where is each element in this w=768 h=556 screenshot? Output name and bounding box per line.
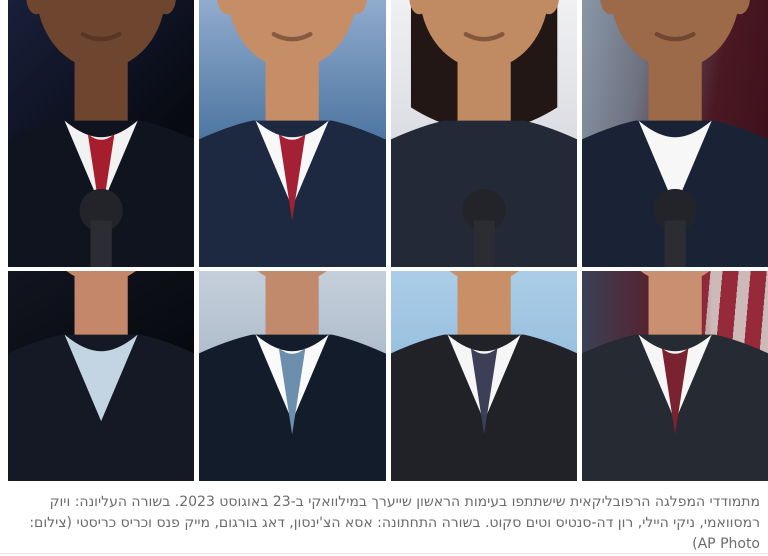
photo-doug-burgum — [390, 271, 577, 481]
photo-ron-desantis — [199, 0, 386, 267]
photo-tim-scott — [8, 0, 195, 267]
microphone-shape — [462, 188, 506, 267]
photo-vivek-ramaswamy — [581, 0, 768, 267]
portrait-silhouette — [8, 0, 195, 267]
photo-mike-pence — [199, 271, 386, 481]
portrait-silhouette — [390, 0, 577, 267]
photo-asa-hutchinson — [581, 271, 768, 481]
bottom-divider — [0, 553, 768, 554]
microphone-shape — [79, 188, 123, 267]
photo-nikki-haley — [390, 0, 577, 267]
portrait-silhouette — [581, 271, 768, 481]
portrait-silhouette — [199, 271, 386, 481]
portrait-silhouette — [581, 0, 768, 267]
photo-caption: מתמודדי המפלגה הרפובליקאית שישתתפו בעימו… — [29, 494, 760, 552]
portrait-silhouette — [390, 271, 577, 481]
portrait-silhouette — [8, 271, 195, 481]
candidates-photo-grid — [8, 0, 768, 481]
microphone-shape — [653, 188, 697, 267]
photo-chris-christie — [8, 271, 195, 481]
portrait-silhouette — [199, 0, 386, 267]
